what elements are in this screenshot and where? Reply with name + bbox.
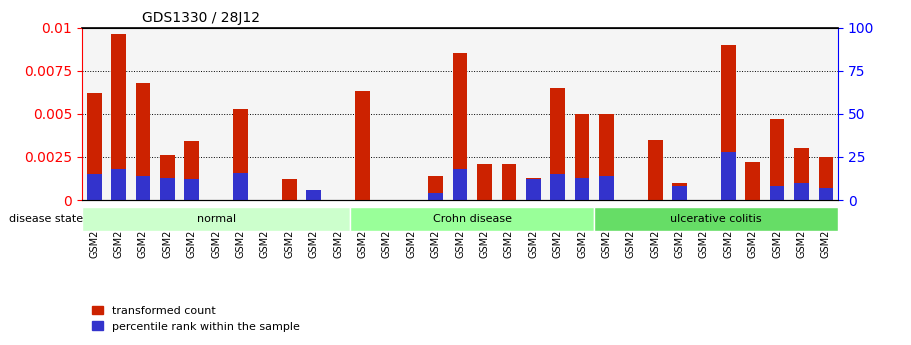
Text: Crohn disease: Crohn disease — [433, 214, 512, 224]
Bar — [721, 45, 736, 200]
Bar — [575, 178, 589, 200]
Bar — [819, 157, 834, 200]
Bar — [428, 193, 443, 200]
Bar — [599, 176, 614, 200]
FancyBboxPatch shape — [82, 207, 351, 231]
Bar — [160, 178, 175, 200]
FancyBboxPatch shape — [351, 207, 594, 231]
Bar — [306, 190, 321, 200]
Bar — [672, 186, 687, 200]
Bar — [136, 176, 150, 200]
Bar — [745, 162, 760, 200]
Bar — [526, 179, 540, 200]
Bar — [672, 183, 687, 200]
Text: disease state: disease state — [9, 214, 83, 224]
Bar — [599, 114, 614, 200]
Bar — [355, 91, 370, 200]
Legend: transformed count, percentile rank within the sample: transformed count, percentile rank withi… — [87, 301, 304, 336]
Bar — [453, 169, 467, 200]
Bar — [819, 188, 834, 200]
Bar — [87, 174, 101, 200]
Bar — [575, 114, 589, 200]
Bar — [111, 169, 126, 200]
Bar — [184, 179, 200, 200]
Bar — [770, 186, 784, 200]
Bar — [87, 93, 101, 200]
Text: GDS1330 / 28J12: GDS1330 / 28J12 — [142, 11, 261, 25]
Bar — [453, 53, 467, 200]
Bar — [502, 164, 517, 200]
Bar — [233, 172, 248, 200]
Bar — [550, 174, 565, 200]
Text: ulcerative colitis: ulcerative colitis — [670, 214, 762, 224]
Bar — [428, 176, 443, 200]
Bar — [648, 140, 662, 200]
Bar — [184, 141, 200, 200]
Bar — [477, 164, 492, 200]
Bar — [136, 83, 150, 200]
Bar — [721, 152, 736, 200]
Bar — [526, 178, 540, 200]
Bar — [794, 148, 809, 200]
Bar — [111, 34, 126, 200]
Text: normal: normal — [197, 214, 236, 224]
Bar — [233, 109, 248, 200]
Bar — [794, 183, 809, 200]
Bar — [160, 155, 175, 200]
Bar — [770, 119, 784, 200]
FancyBboxPatch shape — [594, 207, 838, 231]
Bar — [282, 179, 297, 200]
Bar — [306, 190, 321, 200]
Bar — [550, 88, 565, 200]
